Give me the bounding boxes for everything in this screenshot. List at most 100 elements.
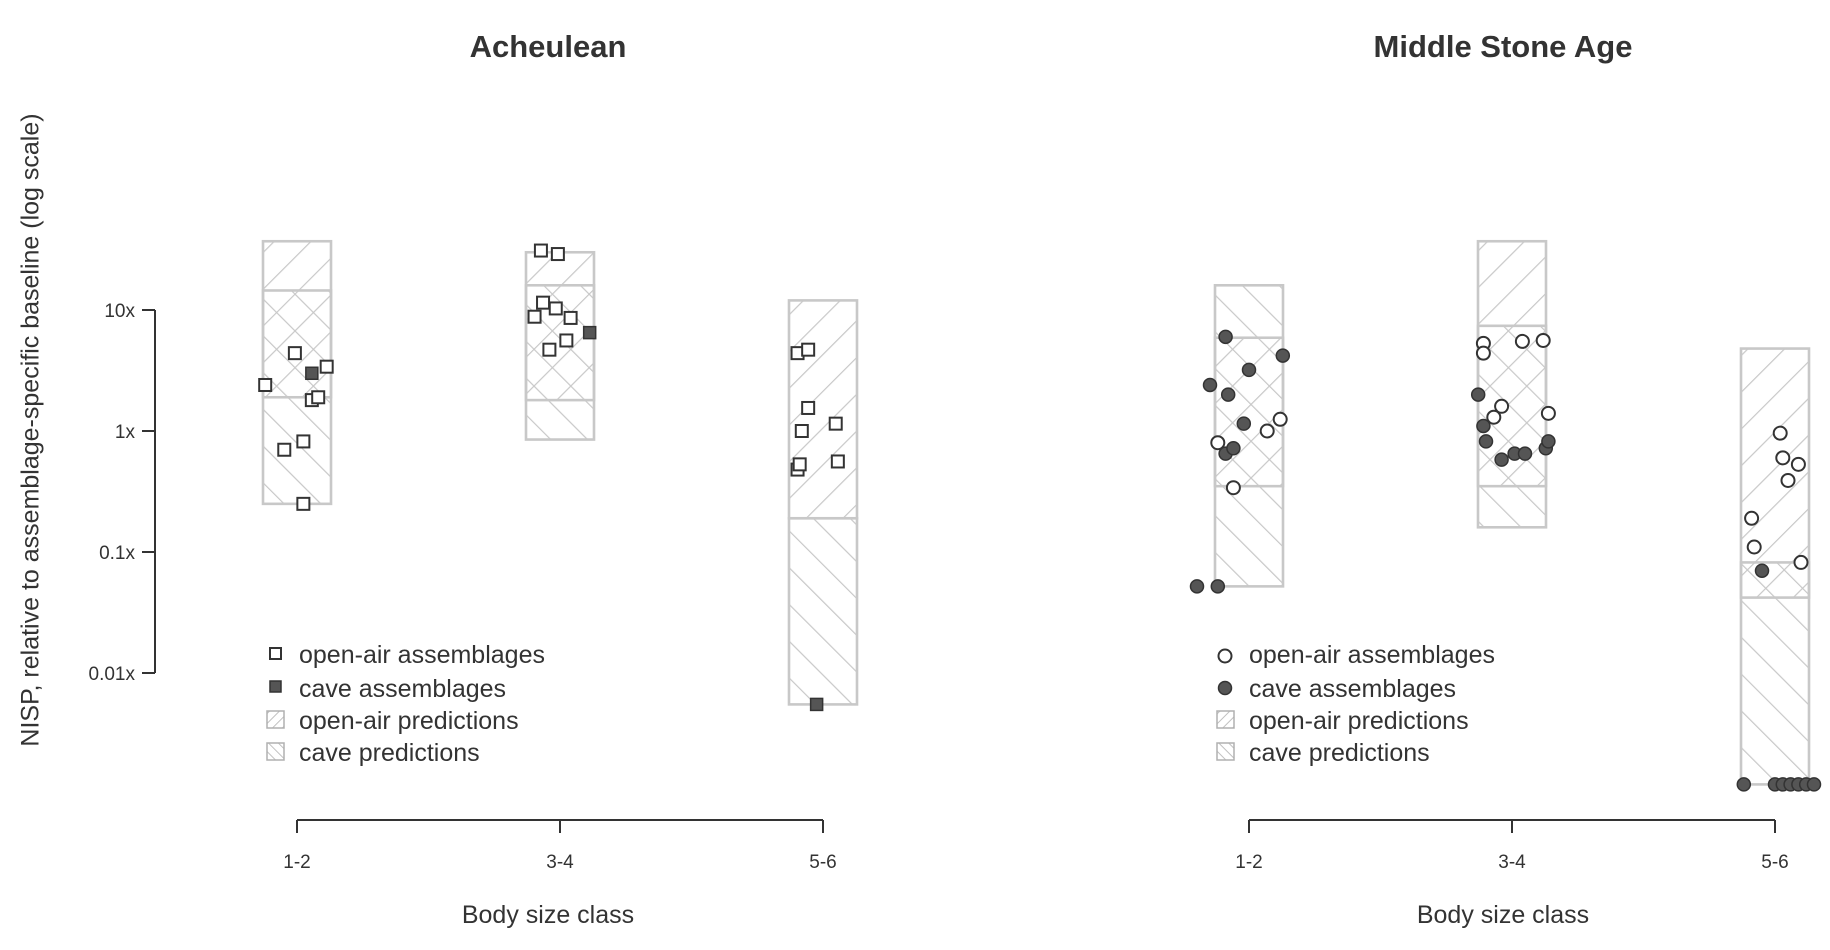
open-air-point-1-2 [319,359,334,374]
open-air-point-3-4 [536,295,551,310]
open-air-point-3-4 [1494,398,1510,414]
open-air-point-1-2 [1259,423,1275,439]
open-air-point-3-4 [550,247,565,262]
open-air-point-1-2 [287,346,302,361]
legend-acheulean: open-air assemblages cave assemblages op… [266,641,545,767]
cave-point-1-2 [305,366,319,381]
open-air-point-3-4 [1514,333,1530,349]
cave-point-1-2 [1220,387,1236,402]
open-air-point-1-2 [1225,480,1241,496]
prediction-box-cave-5-6 [787,516,859,706]
cave-point-1-2 [1202,377,1218,393]
open-air-point-5-6 [1772,425,1788,441]
chart-title-middle-stone-age: Middle Stone Age [1374,29,1633,64]
cave-point-3-4 [1541,434,1556,449]
legend-swatch-cave-predictions [1216,742,1235,761]
legend-label-cave-assemblages: cave assemblages [1249,675,1456,703]
open-air-point-3-4 [1540,405,1556,421]
y-tick-label-10x: 10x [104,301,135,322]
open-air-point-1-2 [311,390,326,405]
y-tick-label-0.01x: 0.01x [89,664,136,685]
legend-label-open-air-predictions: open-air predictions [299,707,519,735]
axes-acheulean: 1-2 3-4 5-6 0.01x 0.1x 1x 10x [89,301,837,873]
cave-point-1-2 [1236,416,1252,431]
panel-acheulean: Acheulean 1-2 3-4 5-6 0.01x 0.1x 1x 10x Body s… [89,29,859,929]
x-tick-label-3-4: 3-4 [546,852,574,873]
cave-point-5-6 [809,697,824,712]
cave-point-3-4 [582,325,597,340]
open-air-point-1-2 [296,496,311,511]
open-air-point-5-6 [1746,539,1762,555]
cave-point-3-4 [1517,446,1533,461]
open-air-point-5-6 [801,400,816,415]
points-acheulean [258,243,845,712]
legend-swatch-open-air-predictions [1216,710,1235,729]
cave-point-3-4 [1478,434,1494,449]
x-axis-label-middle-stone-age: Body size class [1417,901,1589,929]
x-tick-label-5-6: 5-6 [1761,852,1788,873]
cave-point-3-4 [1476,418,1491,434]
prediction-box-open-air-5-6 [787,299,859,520]
y-tick-label-1x: 1x [115,422,136,443]
axes-middle-stone-age: 1-2 3-4 5-6 [1235,819,1789,873]
cave-point-1-2 [1241,362,1257,378]
points-middle-stone-age [1189,329,1822,792]
open-air-point-3-4 [542,342,557,357]
chart-title-acheulean: Acheulean [470,29,627,64]
cave-point-1-2 [1189,579,1205,594]
legend-swatch-cave-assemblages [269,680,282,693]
cave-point-5-6 [1806,777,1822,792]
legend-label-open-air-assemblages: open-air assemblages [299,641,545,669]
open-air-point-3-4 [1475,345,1491,361]
x-tick-label-5-6: 5-6 [809,852,836,873]
legend-label-cave-predictions: cave predictions [1249,739,1430,767]
open-air-point-5-6 [792,457,807,472]
legend-swatch-cave-assemblages [1217,680,1233,696]
cave-point-3-4 [1494,452,1509,467]
open-air-point-5-6 [1775,450,1791,466]
legend-label-open-air-predictions: open-air predictions [1249,707,1469,735]
x-axis-label-acheulean: Body size class [462,901,634,929]
x-tick-label-1-2: 1-2 [1235,852,1262,873]
open-air-point-3-4 [563,310,578,325]
open-air-point-5-6 [801,342,816,357]
open-air-point-1-2 [296,434,311,449]
open-air-point-3-4 [1486,409,1502,425]
open-air-point-3-4 [548,301,563,316]
legend-swatch-open-air-assemblages [1217,648,1233,664]
prediction-box-cave-5-6 [1739,561,1811,786]
cave-point-1-2 [1275,348,1291,363]
legend-swatch-open-air-predictions [266,710,285,729]
open-air-point-1-2 [1272,411,1288,427]
open-air-point-3-4 [559,333,574,348]
open-air-point-5-6 [1790,456,1806,472]
cave-point-1-2 [1210,579,1226,594]
legend-label-cave-predictions: cave predictions [299,739,480,767]
open-air-point-3-4 [527,309,542,324]
open-air-point-5-6 [1793,554,1809,570]
cave-point-5-6 [1736,777,1752,792]
x-tick-label-1-2: 1-2 [283,852,310,873]
open-air-point-5-6 [1780,472,1796,488]
legend-label-cave-assemblages: cave assemblages [299,675,506,703]
open-air-point-1-2 [258,377,273,392]
legend-swatch-open-air-assemblages [269,647,282,660]
open-air-point-3-4 [533,243,548,258]
y-tick-label-0.1x: 0.1x [99,543,135,564]
panel-middle-stone-age: Middle Stone Age 1-2 3-4 5-6 Body size cla… [1189,29,1822,929]
open-air-point-1-2 [277,442,292,457]
cave-point-5-6 [1754,563,1770,578]
open-air-point-1-2 [1210,435,1226,451]
legend-swatch-cave-predictions [266,742,285,761]
legend-middle-stone-age: open-air assemblages cave assemblages op… [1216,641,1495,767]
x-tick-label-3-4: 3-4 [1498,852,1526,873]
open-air-point-5-6 [828,416,843,431]
open-air-point-5-6 [1744,510,1760,526]
cave-point-1-2 [1218,329,1233,345]
open-air-point-5-6 [830,454,845,469]
legend-label-open-air-assemblages: open-air assemblages [1249,641,1495,669]
cave-point-1-2 [1226,441,1241,456]
cave-point-3-4 [1470,387,1486,402]
open-air-point-3-4 [1535,332,1551,348]
